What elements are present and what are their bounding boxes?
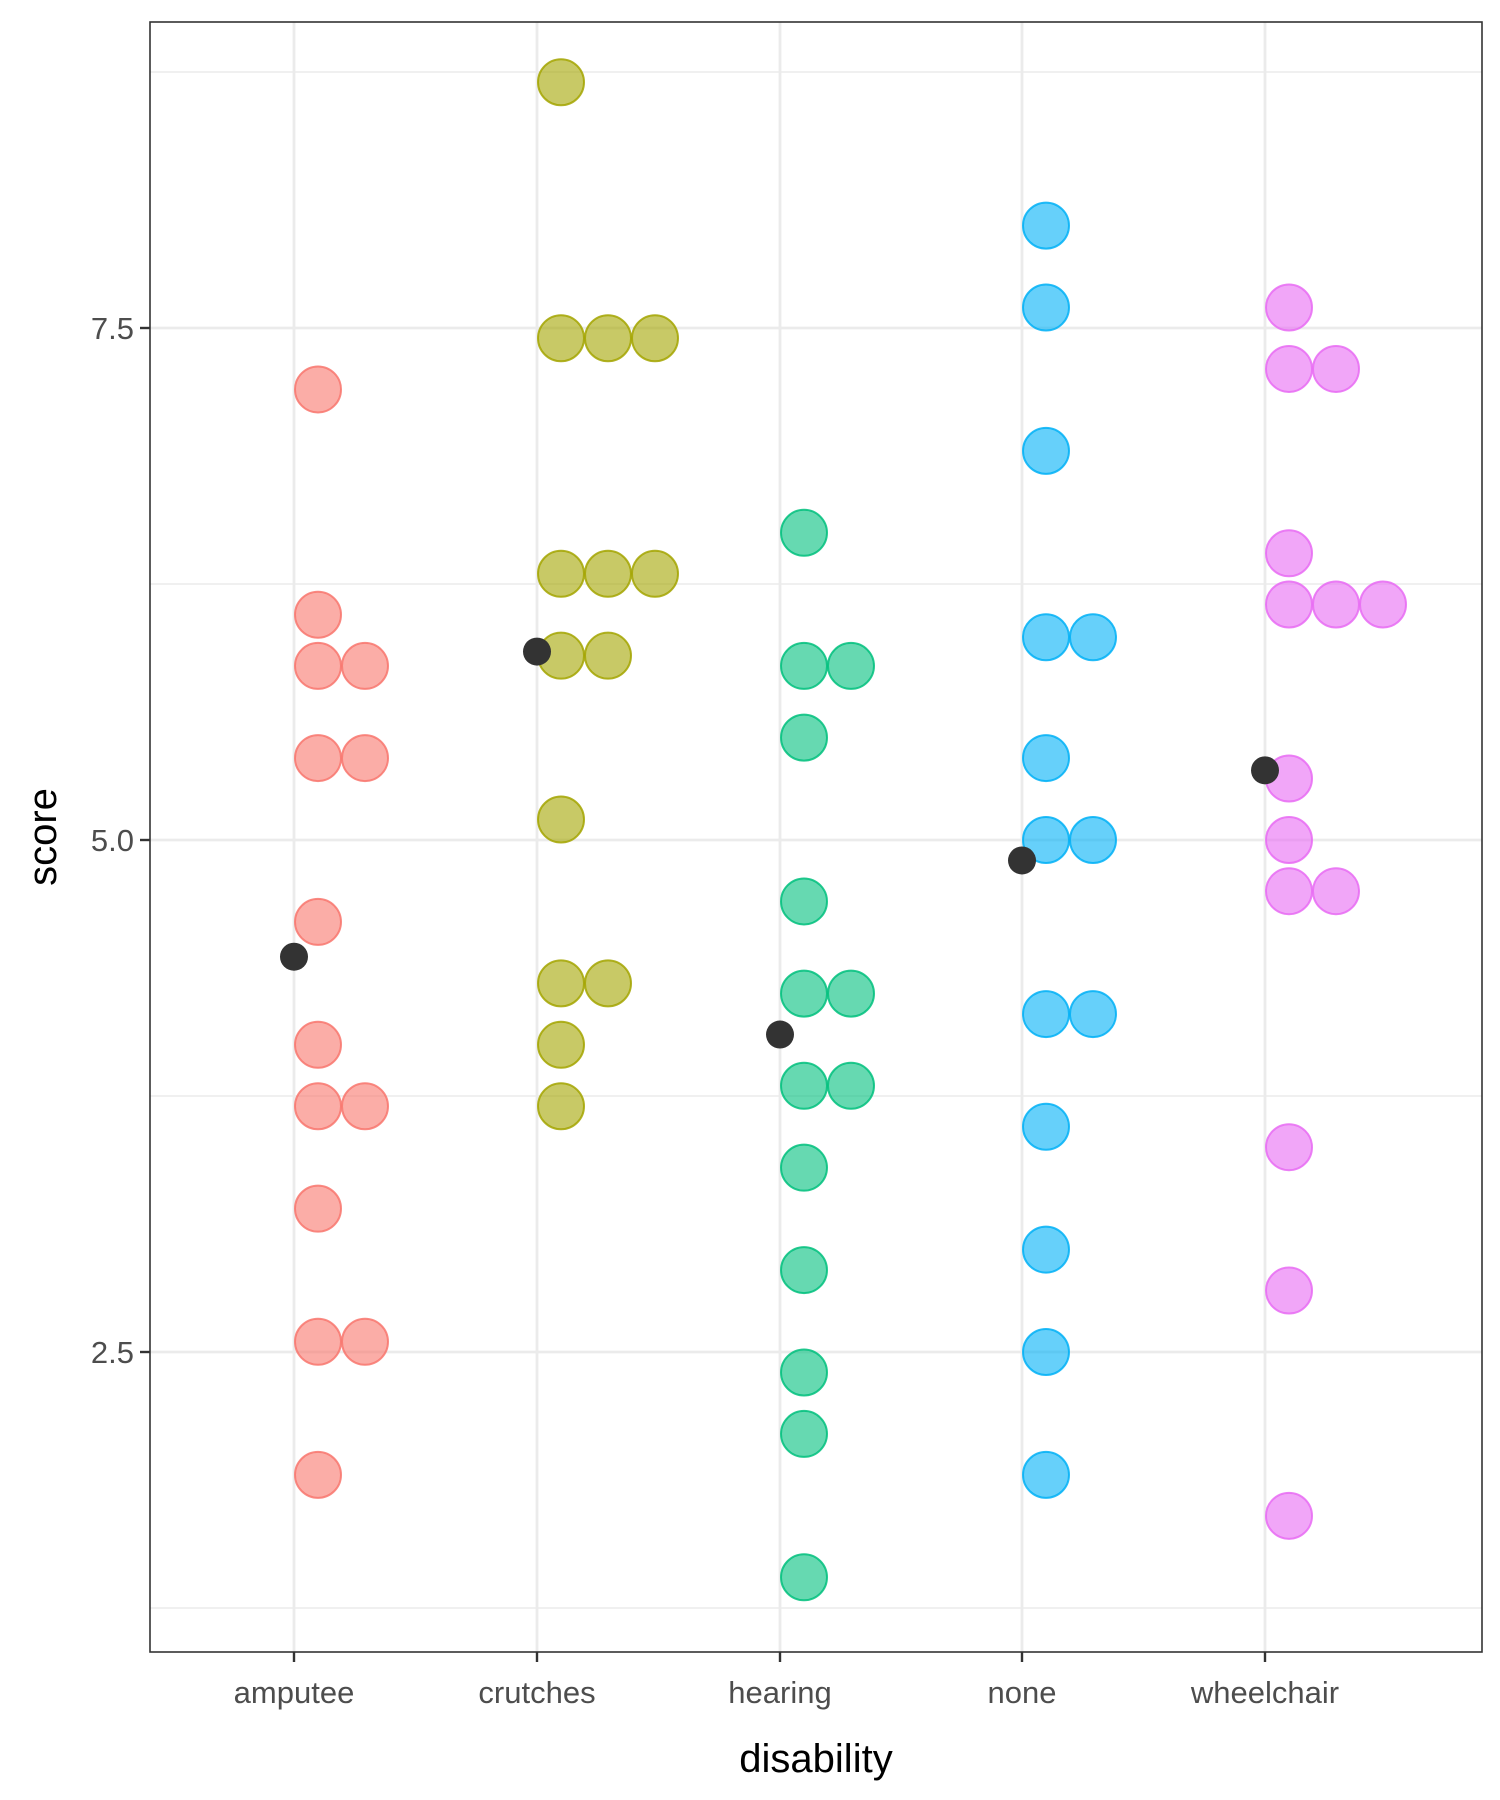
data-point-crutches [537,58,585,107]
x-tick-label: none [988,1675,1057,1710]
data-point-hearing [780,641,828,690]
data-point-crutches [537,1020,585,1069]
data-point-none [1022,201,1070,250]
data-point-wheelchair [1265,816,1313,864]
data-point-none [1022,990,1070,1039]
data-point-hearing [780,969,828,1018]
data-point-wheelchair [1312,580,1360,629]
data-point-hearing [780,1061,828,1110]
data-point-amputee [341,1082,389,1131]
data-point-crutches [631,314,679,363]
data-point-crutches [537,795,585,844]
data-point-amputee [294,365,342,414]
data-point-amputee [294,1184,342,1233]
mean-point-crutches [523,637,551,666]
x-tick-label: amputee [234,1675,355,1710]
data-point-amputee [341,734,389,783]
data-point-wheelchair [1265,1123,1313,1172]
data-point-wheelchair [1265,529,1313,578]
data-point-crutches [584,631,632,680]
data-point-amputee [294,1317,342,1366]
mean-point-wheelchair [1251,756,1279,785]
data-point-amputee [294,641,342,690]
minor-gridlines [150,71,1482,1609]
mean-point-hearing [766,1020,794,1049]
data-point-amputee [294,1082,342,1131]
plot-panel-border [149,21,1483,1653]
data-points [294,58,1407,1602]
mean-point-amputee [280,942,308,971]
data-point-none [1022,734,1070,783]
data-point-hearing [780,713,828,762]
mean-point-none [1008,846,1036,875]
data-point-crutches [584,314,632,363]
y-tick-label: 7.5 [91,311,134,346]
data-point-hearing [780,1246,828,1295]
data-point-crutches [584,959,632,1008]
data-point-none [1022,1328,1070,1376]
data-point-wheelchair [1312,867,1360,916]
data-point-hearing [780,1553,828,1602]
data-point-amputee [294,590,342,639]
data-point-amputee [341,641,389,690]
x-tick-label: crutches [478,1675,595,1710]
data-point-wheelchair [1359,580,1407,629]
data-point-crutches [584,549,632,598]
data-point-none [1069,816,1117,864]
data-point-hearing [780,1348,828,1397]
data-point-crutches [537,549,585,598]
data-point-amputee [294,1450,342,1499]
data-point-hearing [780,1409,828,1458]
data-point-none [1069,613,1117,662]
mean-points [280,637,1279,1049]
data-point-none [1022,613,1070,662]
data-point-hearing [780,508,828,557]
data-point-wheelchair [1265,1266,1313,1315]
data-point-wheelchair [1312,344,1360,393]
data-point-crutches [537,314,585,363]
data-point-crutches [537,1082,585,1131]
data-point-crutches [631,549,679,598]
y-tick-label: 2.5 [91,1335,134,1370]
data-point-wheelchair [1265,580,1313,629]
y-tick-label: 5.0 [91,823,134,858]
data-point-amputee [294,897,342,946]
data-point-wheelchair [1265,344,1313,393]
data-point-amputee [294,1020,342,1069]
data-point-wheelchair [1265,1491,1313,1540]
data-point-hearing [780,877,828,926]
data-point-hearing [827,1061,875,1110]
data-point-hearing [827,641,875,690]
x-axis-title: disability [739,1737,892,1781]
data-point-crutches [537,959,585,1008]
data-point-wheelchair [1265,867,1313,916]
data-point-amputee [341,1317,389,1366]
data-point-none [1069,990,1117,1039]
data-point-hearing [827,969,875,1018]
data-point-none [1022,1225,1070,1274]
data-point-none [1022,1102,1070,1151]
x-axis: amputee crutches hearing none wheelchair [234,1652,1339,1710]
y-axis: 2.5 5.0 7.5 [91,311,150,1370]
data-point-none [1022,283,1070,332]
data-point-wheelchair [1265,283,1313,332]
y-axis-title: score [21,788,65,886]
x-tick-label: hearing [728,1675,831,1710]
data-point-amputee [294,734,342,783]
data-point-none [1022,1450,1070,1499]
data-point-none [1022,426,1070,475]
data-point-hearing [780,1143,828,1192]
x-tick-label: wheelchair [1190,1675,1339,1710]
